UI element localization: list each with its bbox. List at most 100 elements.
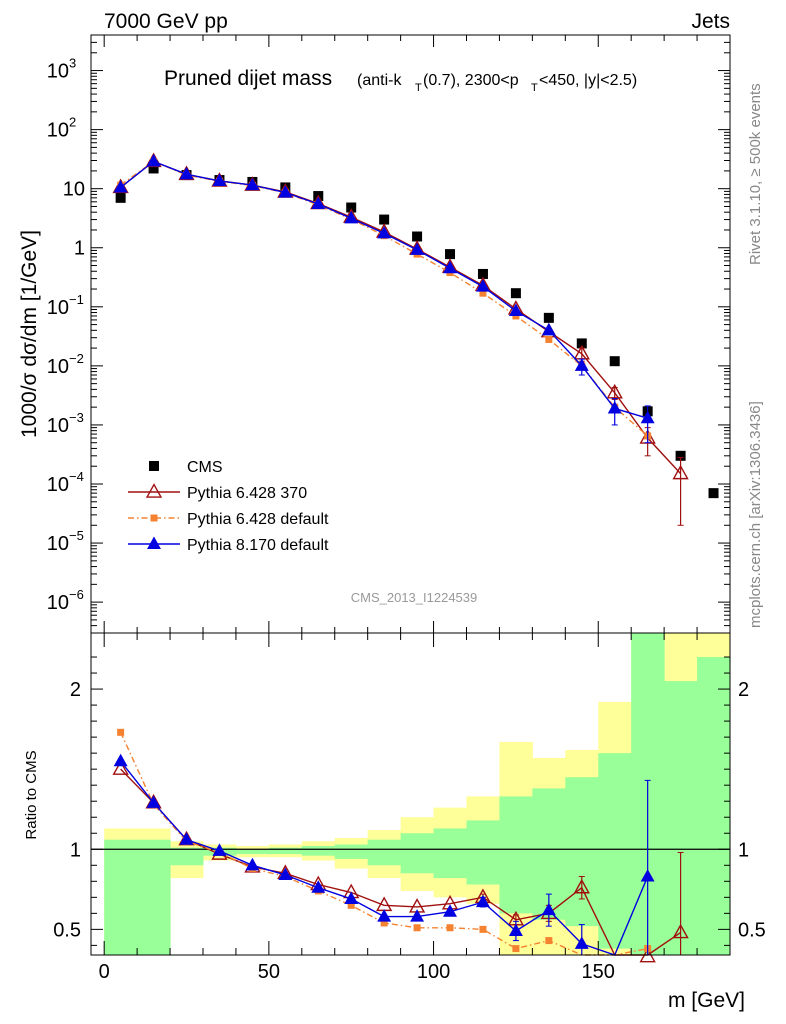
main-y-tick-label: 10 (47, 356, 69, 378)
legend-marker (150, 514, 158, 522)
rivet-label: Rivet 3.1.10, ≥ 500k events (747, 83, 764, 265)
main-y-tick-exponent: −4 (69, 469, 84, 484)
legend-marker (147, 536, 161, 550)
main-y-tick-exponent: −1 (69, 292, 84, 307)
ratio-point (512, 945, 520, 953)
data-point (212, 173, 227, 187)
x-axis-label: m [GeV] (668, 989, 745, 1012)
data-point (672, 464, 689, 480)
arxiv-label: mcplots.cern.ch [arXiv:1306.3436] (747, 401, 764, 628)
main-y-label: 1000/σ dσ/dm [1/GeV] (18, 230, 41, 438)
series-2 (117, 157, 652, 440)
ratio-point (278, 867, 293, 880)
analysis-watermark: CMS_2013_I1224539 (351, 590, 478, 605)
data-point (479, 289, 487, 297)
uncertainty-band-inner (104, 839, 138, 955)
data-point (708, 488, 719, 499)
ratio-series-2 (113, 753, 655, 956)
main-y-tick-label: 10 (47, 61, 69, 83)
ratio-point (573, 878, 590, 894)
ratio-point (410, 909, 425, 922)
uncertainty-band-inner (137, 839, 171, 955)
data-point (576, 338, 587, 349)
data-point (113, 179, 128, 193)
ratio-point (672, 923, 689, 939)
uncertainty-band-inner (235, 849, 270, 855)
uncertainty-band-inner (697, 657, 731, 955)
data-point (675, 450, 686, 461)
main-plot-content (112, 152, 719, 526)
data-point (245, 177, 260, 191)
ratio-y-tick-label-right: 2 (738, 679, 749, 701)
main-y-tick-label: 10 (47, 533, 69, 555)
main-y-tick-exponent: −2 (69, 351, 84, 366)
ratio-point (112, 760, 129, 775)
ratio-panel: 0.5 0.5 1 1 2 2 0 50 100 150 Ratio to CMS m [GeV… (23, 632, 766, 1012)
ratio-point (311, 880, 326, 893)
ratio-frame (90, 632, 731, 956)
x-tick-label: 150 (582, 961, 615, 983)
ratio-point (545, 937, 553, 945)
header-right: Jets (691, 10, 730, 33)
data-point (443, 260, 457, 274)
uncertainty-band-inner (565, 777, 599, 927)
series-line (120, 160, 649, 437)
data-point (607, 401, 622, 414)
main-y-tick-label: 10 (47, 592, 69, 614)
ratio-point (377, 909, 392, 922)
ratio-point (443, 904, 457, 917)
ratio-point (380, 919, 388, 927)
uncertainty-band-inner (170, 847, 204, 866)
main-y-tick-exponent: 3 (69, 56, 76, 71)
uncertainty-band-inner (598, 753, 632, 949)
series-3 (113, 153, 655, 444)
ratio-point (574, 936, 589, 949)
data-point (541, 322, 556, 336)
ratio-x-axis: 0 50 100 150 (99, 633, 731, 983)
ratio-point (347, 901, 355, 909)
main-y-tick-exponent: 2 (69, 115, 76, 130)
ratio-point (508, 923, 523, 937)
series-0 (115, 163, 719, 499)
data-point (346, 202, 357, 213)
uncertainty-band-inner (400, 833, 435, 874)
data-point (146, 153, 161, 167)
chart-subtitle: (anti-k T (0.7), 2300<p T <450, |y|<2.5) (357, 72, 637, 94)
ratio-point (146, 795, 161, 808)
main-y-tick-label: 10 (63, 179, 85, 201)
header-left: 7000 GeV pp (104, 10, 228, 33)
data-point (115, 192, 126, 203)
ratio-y-tick-label-right: 1 (738, 839, 749, 861)
main-y-tick-label: 10 (47, 120, 69, 142)
main-x-ticks (103, 35, 731, 633)
uncertainty-band-inner (334, 844, 369, 859)
legend-marker (145, 483, 163, 498)
data-point (545, 335, 553, 343)
main-y-tick-label: 10 (47, 474, 69, 496)
legend-label: Pythia 6.428 370 (187, 485, 307, 502)
ratio-point (541, 902, 556, 916)
uncertainty-band-inner (367, 839, 402, 866)
data-point (445, 249, 456, 260)
data-point (179, 166, 194, 180)
ratio-y-tick-label: 2 (70, 679, 81, 701)
data-point (278, 185, 293, 198)
series-line (120, 160, 682, 475)
uncertainty-band-inner (499, 796, 533, 914)
x-tick-label: 100 (417, 961, 450, 983)
ratio-point (245, 857, 260, 871)
main-y-tick-label: 10 (47, 415, 69, 437)
ratio-y-axis: 0.5 0.5 1 1 2 2 (53, 656, 766, 946)
data-point (574, 358, 589, 371)
main-y-tick-exponent: −3 (69, 410, 84, 425)
x-tick-label: 50 (258, 961, 280, 983)
data-point (606, 383, 623, 399)
ratio-y-label: Ratio to CMS (23, 750, 40, 839)
ratio-point (446, 924, 454, 932)
ratio-point (413, 924, 421, 932)
main-y-tick-exponent: −6 (69, 587, 84, 602)
uncertainty-band-inner (301, 846, 336, 856)
ratio-point (179, 832, 194, 845)
ratio-point (479, 925, 487, 933)
